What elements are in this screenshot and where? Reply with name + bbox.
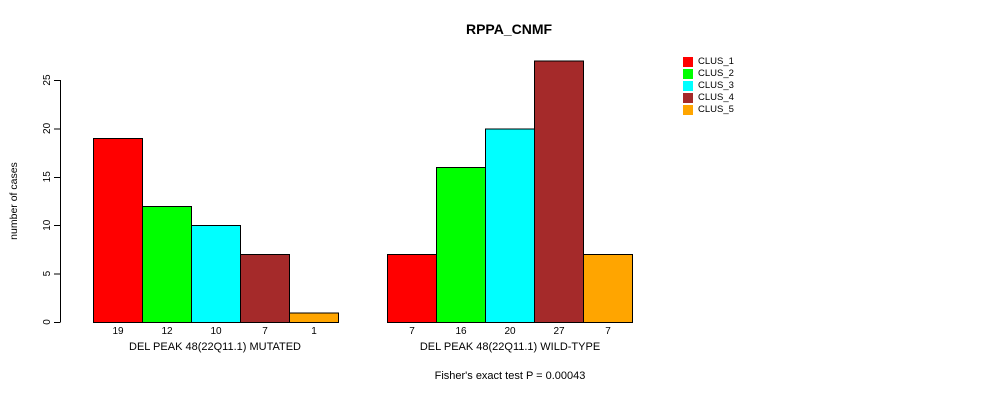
y-axis-tick-label: 20 [42,122,53,134]
legend-label-clus_5: CLUS_5 [698,104,734,115]
bar-value-label: 7 [409,326,415,337]
group-label-wild-type: DEL PEAK 48(22Q11.1) WILD-TYPE [419,341,601,353]
fisher-test-annotation: Fisher's exact test P = 0.00043 [434,370,586,382]
bar-value-label: 12 [161,326,173,337]
bar-clus_4-group1 [240,254,290,324]
legend-swatch-clus_2 [683,69,693,79]
legend-item-clus_1: CLUS_1 [683,57,734,67]
bar-clus_2-group2 [436,167,486,323]
bar-value-label: 20 [504,326,516,337]
y-axis-tick-label: 25 [42,74,53,86]
legend: CLUS_1 CLUS_2 CLUS_3 CLUS_4 CLUS_5 [683,57,734,115]
y-axis-tick-label: 10 [42,219,53,231]
bar-clus_1-group1 [93,138,143,323]
bar-clus_5-group2 [583,254,633,324]
bar-clus_5-group1 [289,312,339,324]
legend-swatch-clus_1 [683,57,693,67]
bar-clus_1-group2 [387,254,437,324]
chart-title: RPPA_CNMF [465,21,553,37]
bar-clus_3-group2 [485,128,535,323]
bar-clus_3-group1 [191,225,241,323]
legend-item-clus_3: CLUS_3 [683,81,734,91]
legend-swatch-clus_3 [683,81,693,91]
bar-value-label: 16 [455,326,467,337]
bar-value-label: 7 [262,326,268,337]
legend-label-clus_2: CLUS_2 [698,68,734,79]
bar-value-label: 10 [210,326,222,337]
y-axis-tick-label: 15 [42,171,53,183]
legend-label-clus_1: CLUS_1 [698,56,734,67]
legend-swatch-clus_5 [683,105,693,115]
legend-label-clus_4: CLUS_4 [698,92,734,103]
bar-clus_2-group1 [142,205,192,323]
bar-value-label: 1 [311,326,317,337]
legend-label-clus_3: CLUS_3 [698,80,734,91]
legend-item-clus_2: CLUS_2 [683,69,734,79]
legend-swatch-clus_4 [683,93,693,103]
legend-item-clus_5: CLUS_5 [683,105,734,115]
bar-clus_4-group2 [534,60,584,323]
y-axis-tick-label: 5 [42,270,53,276]
y-axis-tick-label: 0 [42,319,53,325]
legend-item-clus_4: CLUS_4 [683,93,734,103]
bar-value-label: 19 [112,326,124,337]
group-label-mutated: DEL PEAK 48(22Q11.1) MUTATED [129,341,301,353]
bar-value-label: 27 [553,326,565,337]
bar-value-label: 7 [605,326,611,337]
